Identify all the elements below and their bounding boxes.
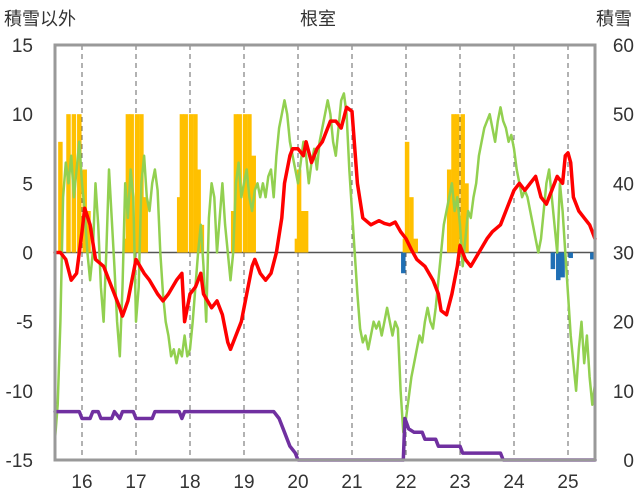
- axis-frame: [53, 43, 597, 462]
- orange-bar-6: [122, 238, 128, 253]
- blue-bar-5: [590, 252, 595, 260]
- blue-bar-3: [560, 252, 565, 278]
- left-tick-label: 10: [12, 105, 33, 126]
- orange-bar-16: [193, 114, 198, 253]
- x-tick-label: 22: [395, 472, 416, 493]
- orange-bar-31: [409, 197, 414, 253]
- blue-bar-1: [550, 252, 556, 270]
- orange-bar-17: [196, 169, 201, 253]
- orange-bar-12: [176, 197, 182, 253]
- orange-bar-0: [58, 141, 63, 253]
- orange-bar-13: [179, 114, 185, 253]
- orange-bar-3: [77, 114, 82, 253]
- blue-bar-2: [556, 252, 561, 281]
- right-tick-label: 10: [613, 382, 634, 403]
- orange-bar-33: [446, 169, 452, 253]
- x-tick-label: 17: [125, 472, 146, 493]
- left-axis-label: 積雪以外: [4, 9, 76, 29]
- red-line: [53, 105, 597, 352]
- orange-bar-32: [413, 238, 418, 253]
- left-tick-label: 0: [22, 244, 33, 265]
- blue-bar-4: [568, 252, 573, 259]
- left-tick-label: 15: [12, 36, 33, 57]
- orange-bar-28: [303, 211, 309, 253]
- x-tick-label: 18: [179, 472, 200, 493]
- left-tick-label: -15: [6, 451, 33, 472]
- blue-bar-0: [401, 252, 406, 274]
- left-tick-label: -10: [6, 382, 33, 403]
- x-tick-label: 16: [71, 472, 92, 493]
- right-tick-label: 0: [623, 451, 634, 472]
- orange-bar-11: [143, 197, 148, 253]
- orange-bar-26: [296, 169, 302, 253]
- green-line: [53, 92, 597, 441]
- orange-bar-35: [455, 114, 460, 253]
- x-tick-label: 25: [557, 472, 578, 493]
- x-tick-label: 24: [503, 472, 525, 493]
- orange-bar-23: [247, 114, 252, 253]
- orange-bar-5: [86, 211, 91, 253]
- orange-bar-30: [404, 141, 410, 253]
- left-tick-label: 5: [22, 174, 33, 195]
- x-tick-label: 19: [233, 472, 254, 493]
- right-tick-label: 20: [613, 313, 634, 334]
- x-tick-label: 20: [287, 472, 308, 493]
- right-axis-label: 積雪: [596, 9, 632, 29]
- right-tick-label: 50: [613, 105, 634, 126]
- x-tick-label: 23: [449, 472, 470, 493]
- right-tick-label: 60: [613, 36, 634, 57]
- chart-title: 根室: [300, 9, 336, 29]
- orange-bar-9: [134, 114, 140, 253]
- orange-bar-27: [300, 211, 305, 253]
- orange-bar-36: [460, 114, 465, 253]
- right-tick-label: 30: [613, 244, 634, 265]
- orange-bar-15: [188, 114, 194, 253]
- right-tick-label: 40: [613, 174, 634, 195]
- orange-bar-14: [183, 114, 188, 253]
- orange-bar-34: [451, 114, 456, 253]
- orange-bar-7: [125, 114, 131, 253]
- line-series: [53, 92, 597, 462]
- left-tick-label: -5: [16, 313, 33, 334]
- x-tick-label: 21: [341, 472, 362, 493]
- plot-frame: [53, 43, 597, 462]
- purple-line: [53, 409, 597, 462]
